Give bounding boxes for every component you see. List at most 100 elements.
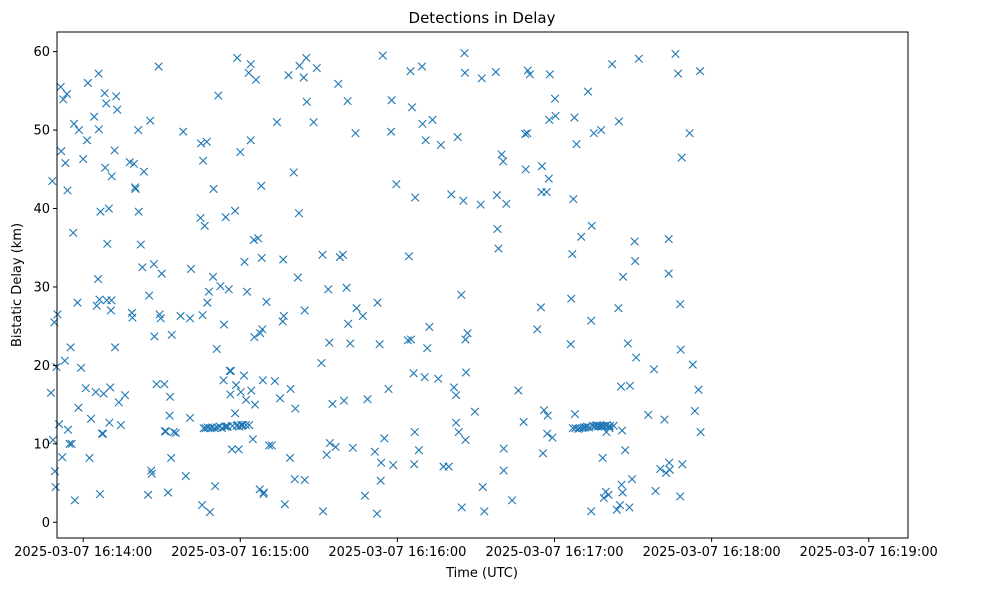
data-point [74,125,84,135]
data-point [376,458,386,467]
chart-title: Detections in Delay [409,9,556,27]
data-point [63,425,73,434]
data-point [69,228,78,238]
y-tick-label: 40 [33,202,50,217]
data-point [634,54,644,63]
data-point [338,250,348,259]
data-point [52,362,61,372]
data-point [245,420,254,430]
data-point [139,167,149,176]
data-point [618,272,628,281]
data-point [138,263,147,272]
data-point [685,129,694,138]
data-point [425,322,434,332]
data-point [480,507,489,516]
data-point [160,427,170,436]
data-point [185,314,195,323]
data-point [96,207,105,216]
data-point [614,117,624,126]
data-point [660,415,669,424]
data-point [67,439,76,449]
data-point [627,474,637,484]
data-point [461,368,471,377]
data-point [407,103,417,112]
data-point [147,469,156,478]
data-point [348,443,358,452]
data-point [618,488,627,497]
data-point [370,447,380,456]
data-point [116,420,126,430]
data-point [612,505,622,514]
data-point [436,140,446,150]
data-point [572,139,581,149]
data-point [48,435,58,445]
data-point [318,250,327,259]
data-point [61,158,70,168]
data-point [232,53,242,63]
data-point [583,87,593,96]
data-point [166,453,176,463]
data-point [110,343,120,352]
data-point [107,172,116,181]
data-point [550,94,560,103]
data-point [566,340,575,349]
data-point [644,410,653,420]
data-point [630,256,640,266]
data-point [598,453,607,463]
data-point [545,115,554,125]
data-point [253,234,263,243]
data-point [343,319,353,329]
data-point [457,290,466,299]
data-point [278,317,287,326]
data-point [376,476,385,485]
data-point [300,475,309,485]
data-point [386,127,396,136]
data-point [548,433,557,442]
data-point [428,115,437,125]
data-point [664,234,673,244]
data-point [420,372,429,382]
data-point [83,78,93,88]
data-point [100,163,110,172]
data-point [250,400,260,409]
data-point [255,485,264,494]
data-point [257,253,266,263]
data-point [570,409,580,419]
data-point [93,274,103,284]
data-point [65,439,74,449]
data-point [587,221,596,230]
data-point [76,363,86,372]
data-point [167,330,176,340]
x-axis-title: Time (UTC) [445,566,518,581]
data-point [537,161,547,171]
data-point [447,190,456,199]
data-point [284,70,293,80]
data-point [418,119,427,128]
data-point [206,423,215,433]
data-point [392,180,401,189]
data-point [665,465,674,474]
x-tick-label: 2025-03-07 16:17:00 [485,545,623,560]
data-point [678,460,687,469]
data-point [409,369,418,378]
data-point [157,269,166,278]
data-point [695,67,705,76]
data-point [251,75,261,85]
x-tick-label: 2025-03-07 16:18:00 [643,545,781,560]
data-point [519,417,528,427]
x-tick-label: 2025-03-07 16:16:00 [328,545,466,560]
data-point [267,441,276,450]
data-point [454,427,463,437]
data-point [286,384,295,394]
data-point [586,507,596,516]
data-point [236,387,246,397]
data-point [186,264,196,274]
data-point [617,426,627,435]
data-point [95,489,105,499]
data-point [621,445,630,455]
data-point [615,500,625,510]
data-point [493,224,502,234]
data-point [221,212,230,222]
data-point [665,458,674,467]
data-point [258,376,267,385]
